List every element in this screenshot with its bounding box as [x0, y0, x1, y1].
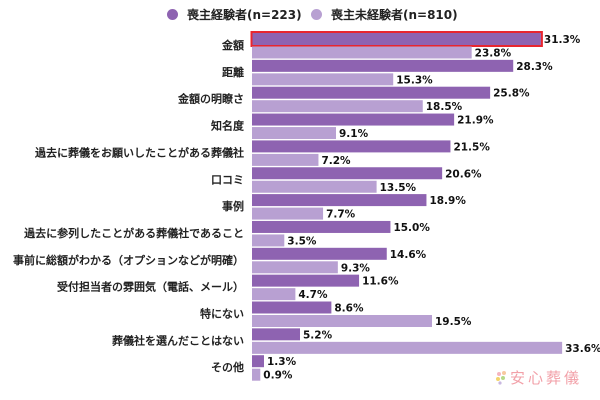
category-label: その他 — [211, 360, 244, 374]
data-label: 33.6% — [565, 343, 600, 355]
flower-logo-icon — [496, 370, 506, 385]
legend-swatch-icon — [167, 9, 178, 20]
legend-item-series-1: 喪主未経験者(n=810) — [311, 6, 458, 23]
category-label: 知名度 — [210, 119, 245, 133]
data-label: 9.1% — [339, 128, 369, 140]
bar-inexperienced — [252, 288, 296, 301]
legend-item-series-0: 喪主経験者(n=223) — [167, 6, 302, 23]
data-label: 25.8% — [493, 88, 530, 100]
category-label: 特にない — [200, 307, 244, 321]
data-label: 14.6% — [390, 249, 427, 261]
bar-experienced — [252, 140, 451, 153]
category-label: 口コミ — [211, 173, 244, 186]
data-label: 23.8% — [475, 48, 512, 60]
legend-label: 喪主経験者(n=223) — [187, 8, 302, 22]
watermark-text: 安心葬儀 — [510, 369, 583, 387]
data-label: 28.3% — [516, 61, 553, 73]
watermark-logo: 安心葬儀 — [494, 367, 582, 388]
data-label: 21.9% — [457, 115, 494, 127]
data-label: 8.6% — [334, 303, 364, 315]
bar-inexperienced — [252, 100, 423, 113]
bar-inexperienced — [252, 315, 432, 327]
data-label: 3.5% — [287, 235, 317, 247]
bar-inexperienced — [252, 73, 394, 86]
data-label: 7.7% — [326, 209, 356, 221]
data-label: 15.3% — [396, 74, 433, 86]
bar-experienced — [252, 113, 455, 126]
chart-legend: 喪主経験者(n=223) 喪主未経験者(n=810) — [0, 6, 600, 24]
bar-experienced — [252, 194, 427, 207]
data-label: 21.5% — [453, 141, 490, 153]
category-label: 過去に葬儀をお願いしたことがある葬儀社 — [34, 145, 244, 159]
category-label: 葬儀社を選んだことはない — [112, 333, 244, 347]
data-label: 4.7% — [298, 289, 328, 301]
bar-inexperienced — [252, 46, 472, 59]
bar-inexperienced — [252, 127, 336, 140]
bar-inexperienced — [252, 234, 285, 247]
bar-experienced — [252, 274, 360, 287]
bar-experienced — [252, 86, 491, 99]
bar-experienced — [252, 328, 300, 341]
data-label: 18.5% — [426, 101, 463, 113]
category-label: 事例 — [222, 199, 244, 213]
data-label: 19.5% — [435, 316, 472, 328]
bar-inexperienced — [252, 207, 324, 220]
category-label: 距離 — [222, 65, 244, 79]
data-label: 15.0% — [393, 222, 430, 234]
bar-experienced — [252, 301, 332, 314]
bar-experienced — [252, 247, 387, 260]
data-label: 7.2% — [321, 155, 351, 167]
bar-experienced — [252, 33, 541, 45]
highlight-box — [250, 31, 543, 47]
bar-inexperienced — [252, 341, 563, 354]
data-label: 18.9% — [429, 195, 466, 207]
legend-label: 喪主未経験者(n=810) — [331, 8, 458, 22]
data-label: 0.9% — [263, 370, 293, 382]
category-label: 受付担当者の雰囲気（電話、メール） — [57, 280, 244, 294]
category-label: 過去に参列したことがある葬儀社であること — [23, 226, 244, 240]
category-label: 事前に総額がわかる（オプションなどが明確） — [13, 253, 244, 267]
bar-experienced — [252, 167, 443, 180]
data-label: 13.5% — [380, 182, 417, 194]
bar-inexperienced — [252, 368, 261, 381]
bar-inexperienced — [252, 153, 319, 166]
data-label: 31.3% — [544, 34, 581, 46]
bar-inexperienced — [252, 180, 377, 193]
bar-inexperienced — [252, 261, 338, 274]
data-label: 20.6% — [445, 168, 482, 180]
data-label: 9.3% — [341, 262, 371, 274]
bar-experienced — [252, 355, 264, 368]
legend-swatch-icon — [311, 9, 322, 20]
data-label: 5.2% — [303, 329, 333, 341]
data-label: 11.6% — [362, 276, 399, 288]
data-label: 1.3% — [267, 356, 297, 368]
category-label: 金額の明瞭さ — [177, 92, 244, 106]
bar-experienced — [252, 59, 514, 72]
bar-experienced — [252, 220, 391, 233]
category-label: 金額 — [221, 38, 244, 52]
